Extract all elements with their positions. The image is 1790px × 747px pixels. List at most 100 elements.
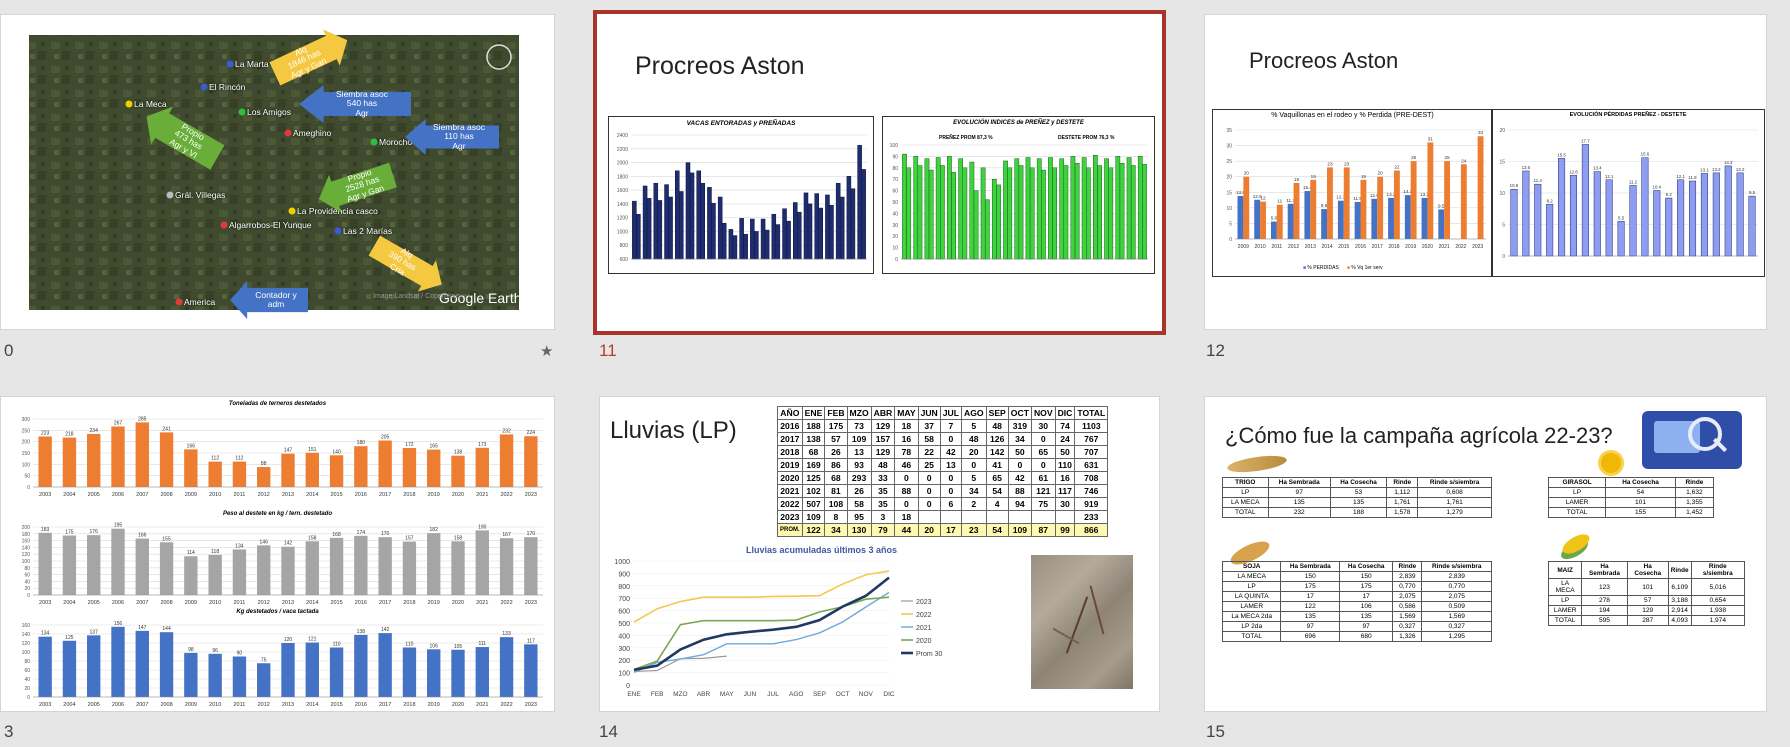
bar xyxy=(829,205,834,260)
slide-thumbnail-15[interactable]: ¿Cómo fue la campaña agrícola 22-23? TRI… xyxy=(1204,396,1767,712)
x-tick-label: 2019 xyxy=(428,492,440,498)
table-cell: 110 xyxy=(1054,458,1076,472)
bar xyxy=(184,449,198,487)
bar xyxy=(696,170,701,260)
table-cell: 138 xyxy=(801,432,826,446)
table-cell: LA MECA xyxy=(1547,578,1583,596)
bar xyxy=(1641,157,1649,257)
table-row: La MECA 2da 135 135 1,569 1,569 xyxy=(1221,611,1492,622)
chart-indices-frame: EVOLUCIÓN INDICES de PREÑEZ y DESTETE PR… xyxy=(882,116,1155,274)
data-label: 146 xyxy=(260,539,269,545)
wheat-icon xyxy=(1226,452,1288,476)
table-cell: LP xyxy=(1222,487,1269,498)
bar xyxy=(475,647,489,697)
table-cell: 0 xyxy=(1030,458,1056,472)
map-pin-icon xyxy=(288,207,296,215)
x-tick-label: 2004 xyxy=(63,702,75,708)
table-cell: 4 xyxy=(985,497,1009,511)
map-label: La Marta xyxy=(235,59,269,69)
data-label: 156 xyxy=(114,621,123,627)
slide-title: Procreos Aston xyxy=(635,52,805,80)
table-cell: 3,188 xyxy=(1667,595,1692,606)
slide-thumbnail-10[interactable]: La Marta El Rincón La Meca Los Amigos Ameghi… xyxy=(0,14,555,330)
table-cell: 4,093 xyxy=(1667,615,1692,626)
slide-thumbnail-14[interactable]: Lluvias (LP) AÑO ENE FEB MZO ABR MAY JUN JUL AGO… xyxy=(599,396,1160,712)
bar xyxy=(717,196,723,260)
table-maiz: MAIZ Ha Sembrada Ha Cosecha Rinde Rinde s/si… xyxy=(1547,561,1746,626)
table-cell: 97 xyxy=(1267,487,1331,498)
arrow-text-line: 110 has xyxy=(444,131,474,142)
table-row: LP 54 1,632 xyxy=(1547,487,1715,498)
bar xyxy=(935,157,941,260)
data-label: 90 xyxy=(237,651,243,657)
table-cell: 13 xyxy=(939,458,963,472)
bar xyxy=(754,231,759,260)
x-tick-label: 2005 xyxy=(88,600,100,606)
tick-label: 300 xyxy=(618,646,630,653)
x-tick-label: 2020 xyxy=(452,600,464,606)
bar xyxy=(818,207,824,260)
table-cell: 1,452 xyxy=(1674,507,1715,518)
bar xyxy=(991,178,997,260)
bar xyxy=(636,213,641,260)
table-cell: 1,938 xyxy=(1690,605,1746,616)
bar xyxy=(1276,204,1283,239)
bar xyxy=(1097,165,1102,260)
table-cell: 18 xyxy=(894,419,919,433)
table-cell: 17 xyxy=(1280,591,1341,602)
bar xyxy=(257,545,271,595)
table-cell: 99 xyxy=(1054,523,1076,537)
tick-label: 500 xyxy=(618,621,630,628)
table-cell: 130 xyxy=(846,523,872,537)
legend-vq: ■ % Vq 1er serv xyxy=(1346,265,1383,271)
arrow-text: Contador y adm xyxy=(230,281,308,319)
data-label: 24 xyxy=(1461,158,1467,163)
map-label: Los Amigos xyxy=(247,107,291,117)
tick-label: 0 xyxy=(27,485,30,491)
table-cell: 16 xyxy=(894,432,919,446)
column-header: Ha Cosecha xyxy=(1626,561,1669,579)
table-cell xyxy=(917,510,941,524)
arrow-text-line: Siembra asoc xyxy=(336,88,388,99)
chart-indices: 0 10 20 30 40 50 60 70 80 90 100 xyxy=(890,143,1148,263)
tick-label: 100 xyxy=(22,559,31,565)
table-cell: 65 xyxy=(1030,445,1056,459)
bar xyxy=(632,200,637,260)
bar xyxy=(743,233,748,260)
data-label: 176 xyxy=(90,529,99,535)
table-cell: LA MECA xyxy=(1221,571,1282,582)
bar xyxy=(208,461,222,487)
bar xyxy=(1018,165,1024,260)
tick-label: 50 xyxy=(24,474,30,480)
table-cell: 13 xyxy=(846,445,872,459)
data-label: 172 xyxy=(405,442,414,448)
map-pin-icon xyxy=(200,83,208,91)
data-label: 98 xyxy=(188,647,194,653)
x-tick-label: 2023 xyxy=(525,600,537,606)
data-label: 96 xyxy=(212,648,218,654)
bar xyxy=(184,556,198,595)
legend-label: 2023 xyxy=(916,599,932,606)
bar xyxy=(928,169,934,260)
table-row: 2017 138 57 109 157 16 58 0 48 126 34 0 24 767 xyxy=(777,432,1109,446)
data-label: 11.9 xyxy=(1353,196,1362,201)
table-cell: 81 xyxy=(824,484,848,498)
chart-perdidas-frame: EVOLUCIÓN PÉRDIDAS PREÑEZ - DESTETE 0 5 10… xyxy=(1491,109,1765,277)
tick-label: 0 xyxy=(626,683,630,690)
table-cell: 5,016 xyxy=(1690,578,1746,596)
x-tick-label: 2007 xyxy=(136,492,148,498)
bar xyxy=(1337,200,1344,239)
x-tick-label: 2009 xyxy=(1238,244,1249,250)
map-label: Ameghino xyxy=(293,128,332,138)
chart-subtitle-destete: DESTETE PROM 76,3 % xyxy=(1058,135,1115,141)
table-cell: 595 xyxy=(1581,615,1628,626)
table-cell: 0,608 xyxy=(1417,487,1492,498)
slide-thumbnail-12[interactable]: Procreos Aston % Vaquillonas en el rodeo… xyxy=(1204,14,1767,330)
table-cell: 20 xyxy=(917,523,941,537)
x-tick-label: 2021 xyxy=(1439,244,1450,250)
slide-thumbnail-11[interactable]: Procreos Aston VACAS ENTORADAS y PREÑADA… xyxy=(593,10,1166,335)
slide-thumbnail-3[interactable]: Toneladas de terneros destetados 0 50 100 1… xyxy=(0,396,555,712)
x-tick-label: 2016 xyxy=(355,702,367,708)
bar xyxy=(1142,164,1147,260)
star-icon[interactable]: ★ xyxy=(540,343,554,360)
